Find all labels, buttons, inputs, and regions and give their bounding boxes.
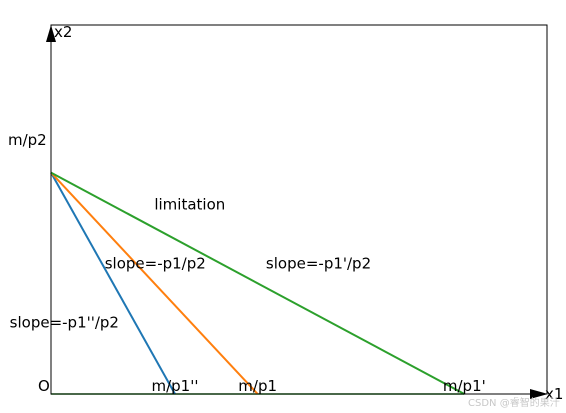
watermark: CSDN @睿智的果汁 <box>468 396 560 409</box>
chart-labels: x2 x1 O m/p2 m/p1'' m/p1 m/p1' limitation sl… <box>8 23 563 403</box>
x-intercept-label-3: m/p1' <box>443 377 486 395</box>
y-intercept-label: m/p2 <box>8 131 47 149</box>
annotation-1: limitation <box>154 196 225 214</box>
annotation-4: slope=-p1''/p2 <box>10 314 119 332</box>
annotation-3: slope=-p1'/p2 <box>266 255 371 273</box>
x-axis-arrowhead <box>530 389 548 399</box>
series-lines <box>50 171 465 395</box>
series-line-2 <box>50 171 259 395</box>
y-axis-label: x2 <box>54 23 72 41</box>
chart-frame <box>50 24 548 395</box>
y-axis-arrowhead <box>46 25 56 42</box>
x-intercept-label-2: m/p1 <box>238 377 277 395</box>
origin-label: O <box>38 377 50 395</box>
x-intercept-label-1: m/p1'' <box>152 377 199 395</box>
series-line-3 <box>50 171 465 395</box>
annotation-2: slope=-p1/p2 <box>105 255 206 273</box>
x-axis-label: x1 <box>545 385 563 403</box>
series-line-1 <box>50 172 176 395</box>
